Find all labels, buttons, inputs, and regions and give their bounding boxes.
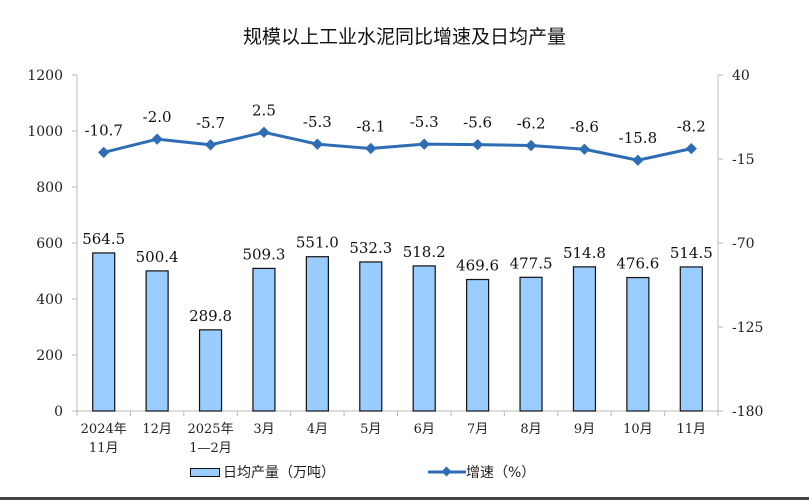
line-label: 2.5 <box>252 101 276 119</box>
chart-title: 规模以上工业水泥同比增速及日均产量 <box>242 26 566 48</box>
bar <box>412 265 436 412</box>
x-tick-label: 2024年 <box>81 422 127 437</box>
x-tick-label: 11月 <box>677 422 707 437</box>
right-tick-label: -125 <box>732 320 763 336</box>
x-tick-label: 3月 <box>253 422 274 437</box>
x-tick-label: 6月 <box>414 422 435 437</box>
x-tick-label: 7月 <box>467 422 488 437</box>
left-tick-label: 200 <box>36 348 63 364</box>
line-label: -5.3 <box>410 113 439 131</box>
bar-label: 532.3 <box>349 239 392 257</box>
right-tick-label: -70 <box>732 236 755 252</box>
left-tick-label: 400 <box>36 292 63 308</box>
left-tick-label: 1200 <box>27 68 63 84</box>
line-point <box>204 139 217 151</box>
line-label: -15.8 <box>619 129 657 147</box>
line-label: -8.1 <box>356 117 385 135</box>
legend-bar-swatch <box>190 467 220 477</box>
line-label: -5.7 <box>196 114 225 132</box>
left-tick-label: 0 <box>54 404 63 420</box>
bar-label: 509.3 <box>242 245 285 263</box>
left-tick-label: 600 <box>36 236 63 252</box>
line-label: -2.0 <box>143 108 172 126</box>
x-tick-label: 8月 <box>520 422 541 437</box>
line-point <box>685 142 697 155</box>
line-label: -6.2 <box>517 115 546 133</box>
line-point <box>632 154 644 166</box>
bar <box>198 329 223 412</box>
growth-line <box>103 130 692 162</box>
line-label: -5.6 <box>463 114 492 132</box>
bar <box>305 256 329 412</box>
bar <box>519 276 543 412</box>
right-tick-label: 40 <box>732 68 750 84</box>
x-tick-label: 2025年 <box>187 422 233 437</box>
line-point <box>418 138 430 150</box>
left-tick-label: 1000 <box>27 124 63 140</box>
bar <box>572 266 597 412</box>
bar-label: 564.5 <box>82 230 125 248</box>
bar-label: 469.6 <box>456 257 499 275</box>
right-tick-label: -180 <box>732 404 763 420</box>
bar <box>626 276 650 412</box>
line-label: -5.3 <box>303 113 332 131</box>
line-point <box>151 133 163 145</box>
line-point <box>525 139 537 152</box>
legend-line: 增速（%） <box>428 462 535 482</box>
x-tick-label: 11月 <box>89 441 119 456</box>
legend-line-label: 增速（%） <box>466 465 536 481</box>
bar <box>92 252 116 412</box>
line-point <box>471 138 484 151</box>
line-label: -8.2 <box>677 118 706 136</box>
bar-label: 514.8 <box>563 244 606 262</box>
bar <box>359 261 383 412</box>
bottom-border <box>0 497 809 500</box>
x-tick-label: 1—2月 <box>189 441 232 456</box>
legend-bar: 日均产量（万吨） <box>190 462 335 482</box>
line-label: -8.6 <box>570 118 599 136</box>
line-point <box>365 142 377 155</box>
bar <box>145 270 169 412</box>
x-tick-label: 12月 <box>142 422 172 437</box>
line-point <box>311 138 324 150</box>
line-point <box>98 146 110 159</box>
bar-label: 500.4 <box>136 248 179 266</box>
bar-label: 518.2 <box>403 243 446 261</box>
bar-label: 514.5 <box>670 244 713 262</box>
bar <box>679 266 703 412</box>
bar-label: 289.8 <box>189 307 232 325</box>
right-tick-label: -15 <box>732 152 755 168</box>
legend-line-swatch <box>428 466 466 477</box>
left-tick-label: 800 <box>36 180 63 196</box>
legend-bar-label: 日均产量（万吨） <box>223 465 335 481</box>
line-label: -10.7 <box>84 121 122 139</box>
bar-label: 551.0 <box>296 234 339 252</box>
line-point <box>578 143 591 155</box>
bar <box>252 267 276 412</box>
bar-label: 476.6 <box>616 255 659 273</box>
x-tick-label: 5月 <box>360 422 381 437</box>
bar <box>466 278 490 412</box>
x-tick-label: 9月 <box>574 422 595 437</box>
x-tick-label: 4月 <box>307 422 328 437</box>
line-point <box>258 126 270 138</box>
bar-label: 477.5 <box>510 254 553 272</box>
x-tick-label: 10月 <box>623 422 653 437</box>
